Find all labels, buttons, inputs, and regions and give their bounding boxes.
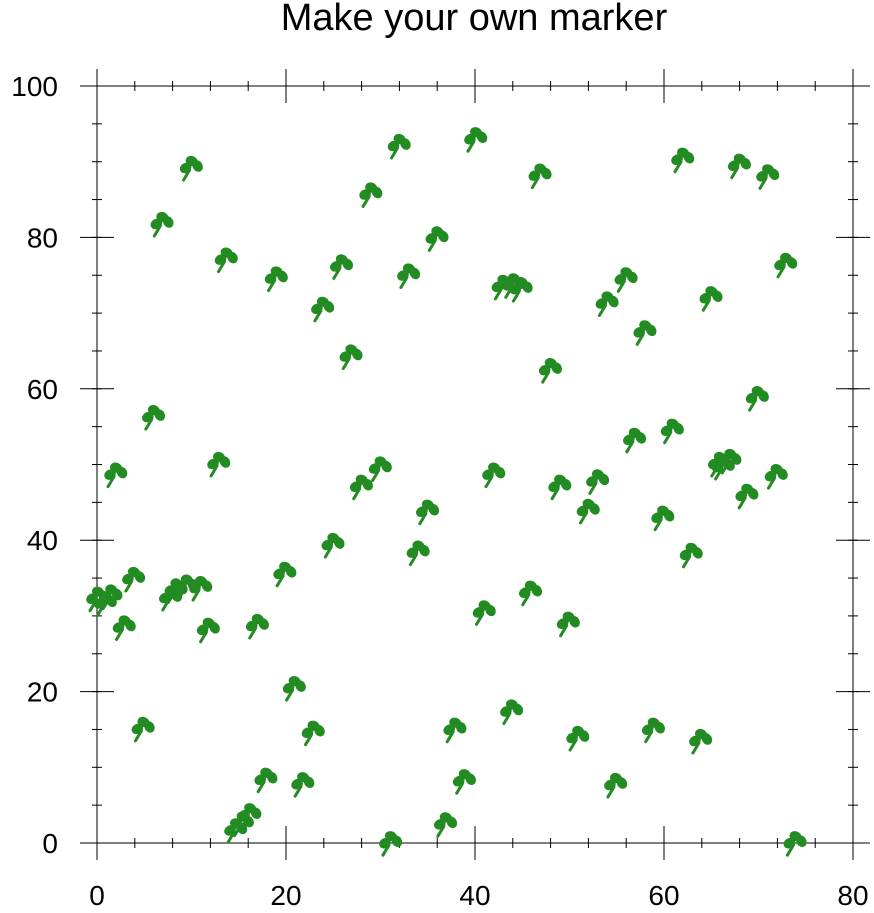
clover-marker [99, 584, 123, 610]
clover-marker [464, 127, 488, 153]
clover-marker [538, 358, 562, 384]
x-tick-label: 0 [89, 880, 105, 911]
clover-marker [349, 474, 373, 501]
x-tick-label: 60 [648, 880, 679, 911]
clover-marker [434, 812, 458, 838]
clover-marker [699, 286, 723, 312]
clover-marker [528, 163, 552, 190]
clover-marker [339, 344, 363, 370]
clover-marker [651, 505, 675, 532]
clover-marker [689, 728, 713, 755]
clover-marker [291, 772, 315, 798]
y-tick-label: 0 [42, 828, 58, 859]
x-tick-label: 40 [459, 880, 490, 911]
x-tick-label: 20 [270, 880, 301, 911]
clover-marker [576, 498, 600, 525]
clover-marker [104, 462, 128, 489]
clover-marker [273, 561, 297, 588]
clover-marker [122, 566, 146, 593]
clover-marker [368, 456, 392, 482]
y-tick-label: 20 [27, 677, 58, 708]
x-tick-labels: 0 20 40 60 80 [89, 880, 868, 911]
clover-marker [500, 699, 524, 725]
clover-marker [604, 772, 628, 799]
clover-marker [425, 226, 449, 252]
chart-title: Make your own marker [281, 0, 668, 39]
y-tick-labels: 0 20 40 60 80 100 [11, 71, 58, 859]
clover-marker [774, 252, 798, 279]
clover-marker [756, 164, 780, 190]
x-tick-label: 80 [837, 880, 868, 911]
clover-marker [519, 580, 543, 607]
clover-marker [764, 464, 788, 490]
clover-marker [150, 211, 174, 238]
clover-marker [443, 717, 467, 744]
clover-marker [783, 831, 807, 857]
clover-marker [245, 613, 269, 640]
clover-marker [586, 469, 610, 495]
clover-marker [718, 448, 742, 475]
y-tick-label: 80 [27, 222, 58, 253]
clover-marker [660, 418, 684, 445]
clover-marker [189, 576, 213, 602]
clover-marker [735, 483, 759, 510]
clover-marker [452, 769, 476, 795]
clover-marker [482, 462, 506, 489]
clover-marker [623, 427, 647, 454]
clover-marker [131, 716, 155, 743]
clover-marker [406, 540, 430, 567]
clover-marker [196, 617, 220, 644]
clover-marker [359, 182, 383, 208]
clover-marker [179, 155, 203, 182]
clover-marker [207, 451, 231, 478]
clover-marker [727, 153, 751, 180]
clover-marker [679, 542, 703, 569]
major-ticks [80, 69, 870, 860]
clover-marker [566, 725, 590, 752]
clover-marker [142, 405, 166, 431]
clover-marker [321, 532, 345, 559]
clover-marker [264, 266, 288, 292]
clover-marker [745, 386, 769, 412]
clover-marker [112, 615, 136, 641]
clover-marker [509, 277, 533, 303]
clover-marker [238, 803, 262, 829]
clover-marker [641, 717, 665, 744]
minor-ticks [92, 81, 858, 848]
clover-marker [397, 263, 421, 289]
clover-marker [633, 320, 657, 346]
clover-marker [282, 676, 306, 702]
clover-marker [548, 474, 572, 501]
clover-marker [472, 600, 496, 626]
clover-marker [301, 720, 325, 747]
data-points [86, 127, 807, 857]
y-tick-label: 60 [27, 374, 58, 405]
clover-marker [387, 133, 411, 160]
clover-marker [214, 247, 238, 274]
clover-marker [416, 499, 440, 526]
clover-marker [671, 147, 695, 174]
clover-marker [556, 611, 580, 638]
y-tick-label: 40 [27, 525, 58, 556]
clover-marker [379, 831, 403, 857]
clover-marker [614, 267, 638, 293]
y-tick-label: 100 [11, 71, 58, 102]
clover-marker [254, 767, 278, 794]
clover-marker [311, 296, 335, 323]
clover-marker [595, 291, 619, 317]
clover-marker [330, 254, 354, 280]
